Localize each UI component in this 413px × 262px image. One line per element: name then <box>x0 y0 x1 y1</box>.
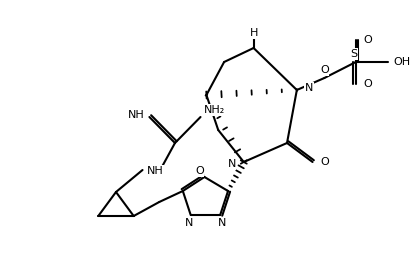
Text: N: N <box>185 218 193 228</box>
Text: NH: NH <box>128 110 145 120</box>
Text: OH: OH <box>393 57 410 67</box>
Text: O: O <box>320 157 329 167</box>
Text: O: O <box>320 65 329 75</box>
Text: N: N <box>305 83 313 93</box>
Text: NH₂: NH₂ <box>204 105 225 115</box>
Text: NH: NH <box>147 166 163 176</box>
Text: H: H <box>249 28 258 38</box>
Text: O: O <box>195 166 204 176</box>
Text: O: O <box>364 79 373 89</box>
Text: O: O <box>364 35 373 45</box>
Text: N: N <box>228 159 236 169</box>
Text: N: N <box>218 218 226 228</box>
Text: NH: NH <box>128 110 145 120</box>
Text: S: S <box>350 49 357 59</box>
